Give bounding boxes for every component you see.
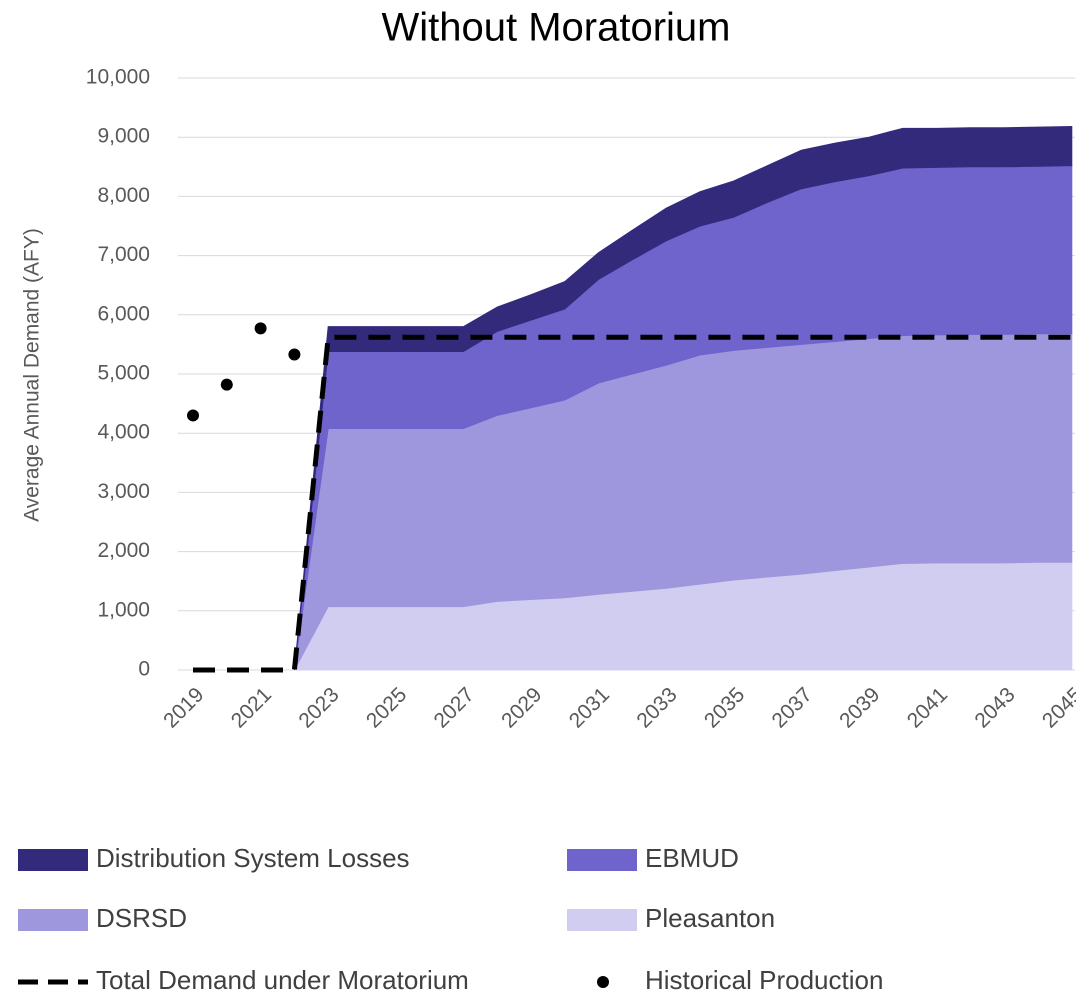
x-tick-label: 2037 bbox=[768, 683, 817, 732]
x-tick-label: 2045 bbox=[1038, 683, 1076, 732]
legend-label: DSRSD bbox=[96, 903, 187, 933]
legend-swatch bbox=[567, 849, 637, 871]
y-tick-label: 6,000 bbox=[97, 302, 150, 325]
x-tick-label: 2043 bbox=[970, 683, 1019, 732]
legend-swatch bbox=[18, 849, 88, 871]
y-tick-label: 7,000 bbox=[97, 243, 150, 266]
x-tick-label: 2035 bbox=[700, 683, 749, 732]
historical-point bbox=[187, 409, 199, 422]
y-tick-label: 3,000 bbox=[97, 480, 150, 503]
y-tick-label: 1,000 bbox=[97, 598, 150, 621]
x-tick-label: 2023 bbox=[294, 683, 343, 732]
legend-label: EBMUD bbox=[645, 843, 739, 873]
historical-point bbox=[220, 378, 233, 391]
chart-title: Without Moratorium bbox=[382, 6, 731, 50]
legend-swatch bbox=[18, 909, 88, 931]
y-tick-label: 10,000 bbox=[86, 66, 150, 89]
x-tick-label: 2029 bbox=[497, 683, 546, 732]
x-tick-label: 2039 bbox=[835, 683, 884, 732]
moratorium-line bbox=[193, 334, 1072, 673]
legend-swatch bbox=[597, 976, 609, 988]
legend-label: Historical Production bbox=[645, 965, 883, 995]
x-tick-label: 2033 bbox=[632, 683, 681, 732]
historical-point bbox=[254, 322, 267, 335]
y-tick-label: 8,000 bbox=[97, 184, 150, 207]
x-tick-label: 2021 bbox=[227, 683, 276, 732]
x-tick-label: 2027 bbox=[430, 683, 479, 732]
legend-label: Distribution System Losses bbox=[96, 843, 410, 873]
x-tick-label: 2031 bbox=[565, 683, 614, 732]
y-tick-label: 2,000 bbox=[97, 539, 150, 562]
y-tick-label: 4,000 bbox=[97, 421, 150, 444]
legend-swatch bbox=[567, 909, 637, 931]
y-axis-label: Average Annual Demand (AFY) bbox=[21, 228, 44, 522]
x-tick-label: 2041 bbox=[903, 683, 952, 732]
x-tick-label: 2025 bbox=[362, 683, 411, 732]
y-tick-label: 5,000 bbox=[97, 362, 150, 385]
historical-point bbox=[288, 348, 301, 361]
x-tick-label: 2019 bbox=[159, 683, 208, 732]
legend-label: Total Demand under Moratorium bbox=[96, 965, 469, 995]
y-tick-label: 9,000 bbox=[97, 125, 150, 148]
legend-label: Pleasanton bbox=[645, 903, 775, 933]
area bbox=[293, 126, 1073, 671]
y-tick-label: 0 bbox=[138, 658, 150, 681]
